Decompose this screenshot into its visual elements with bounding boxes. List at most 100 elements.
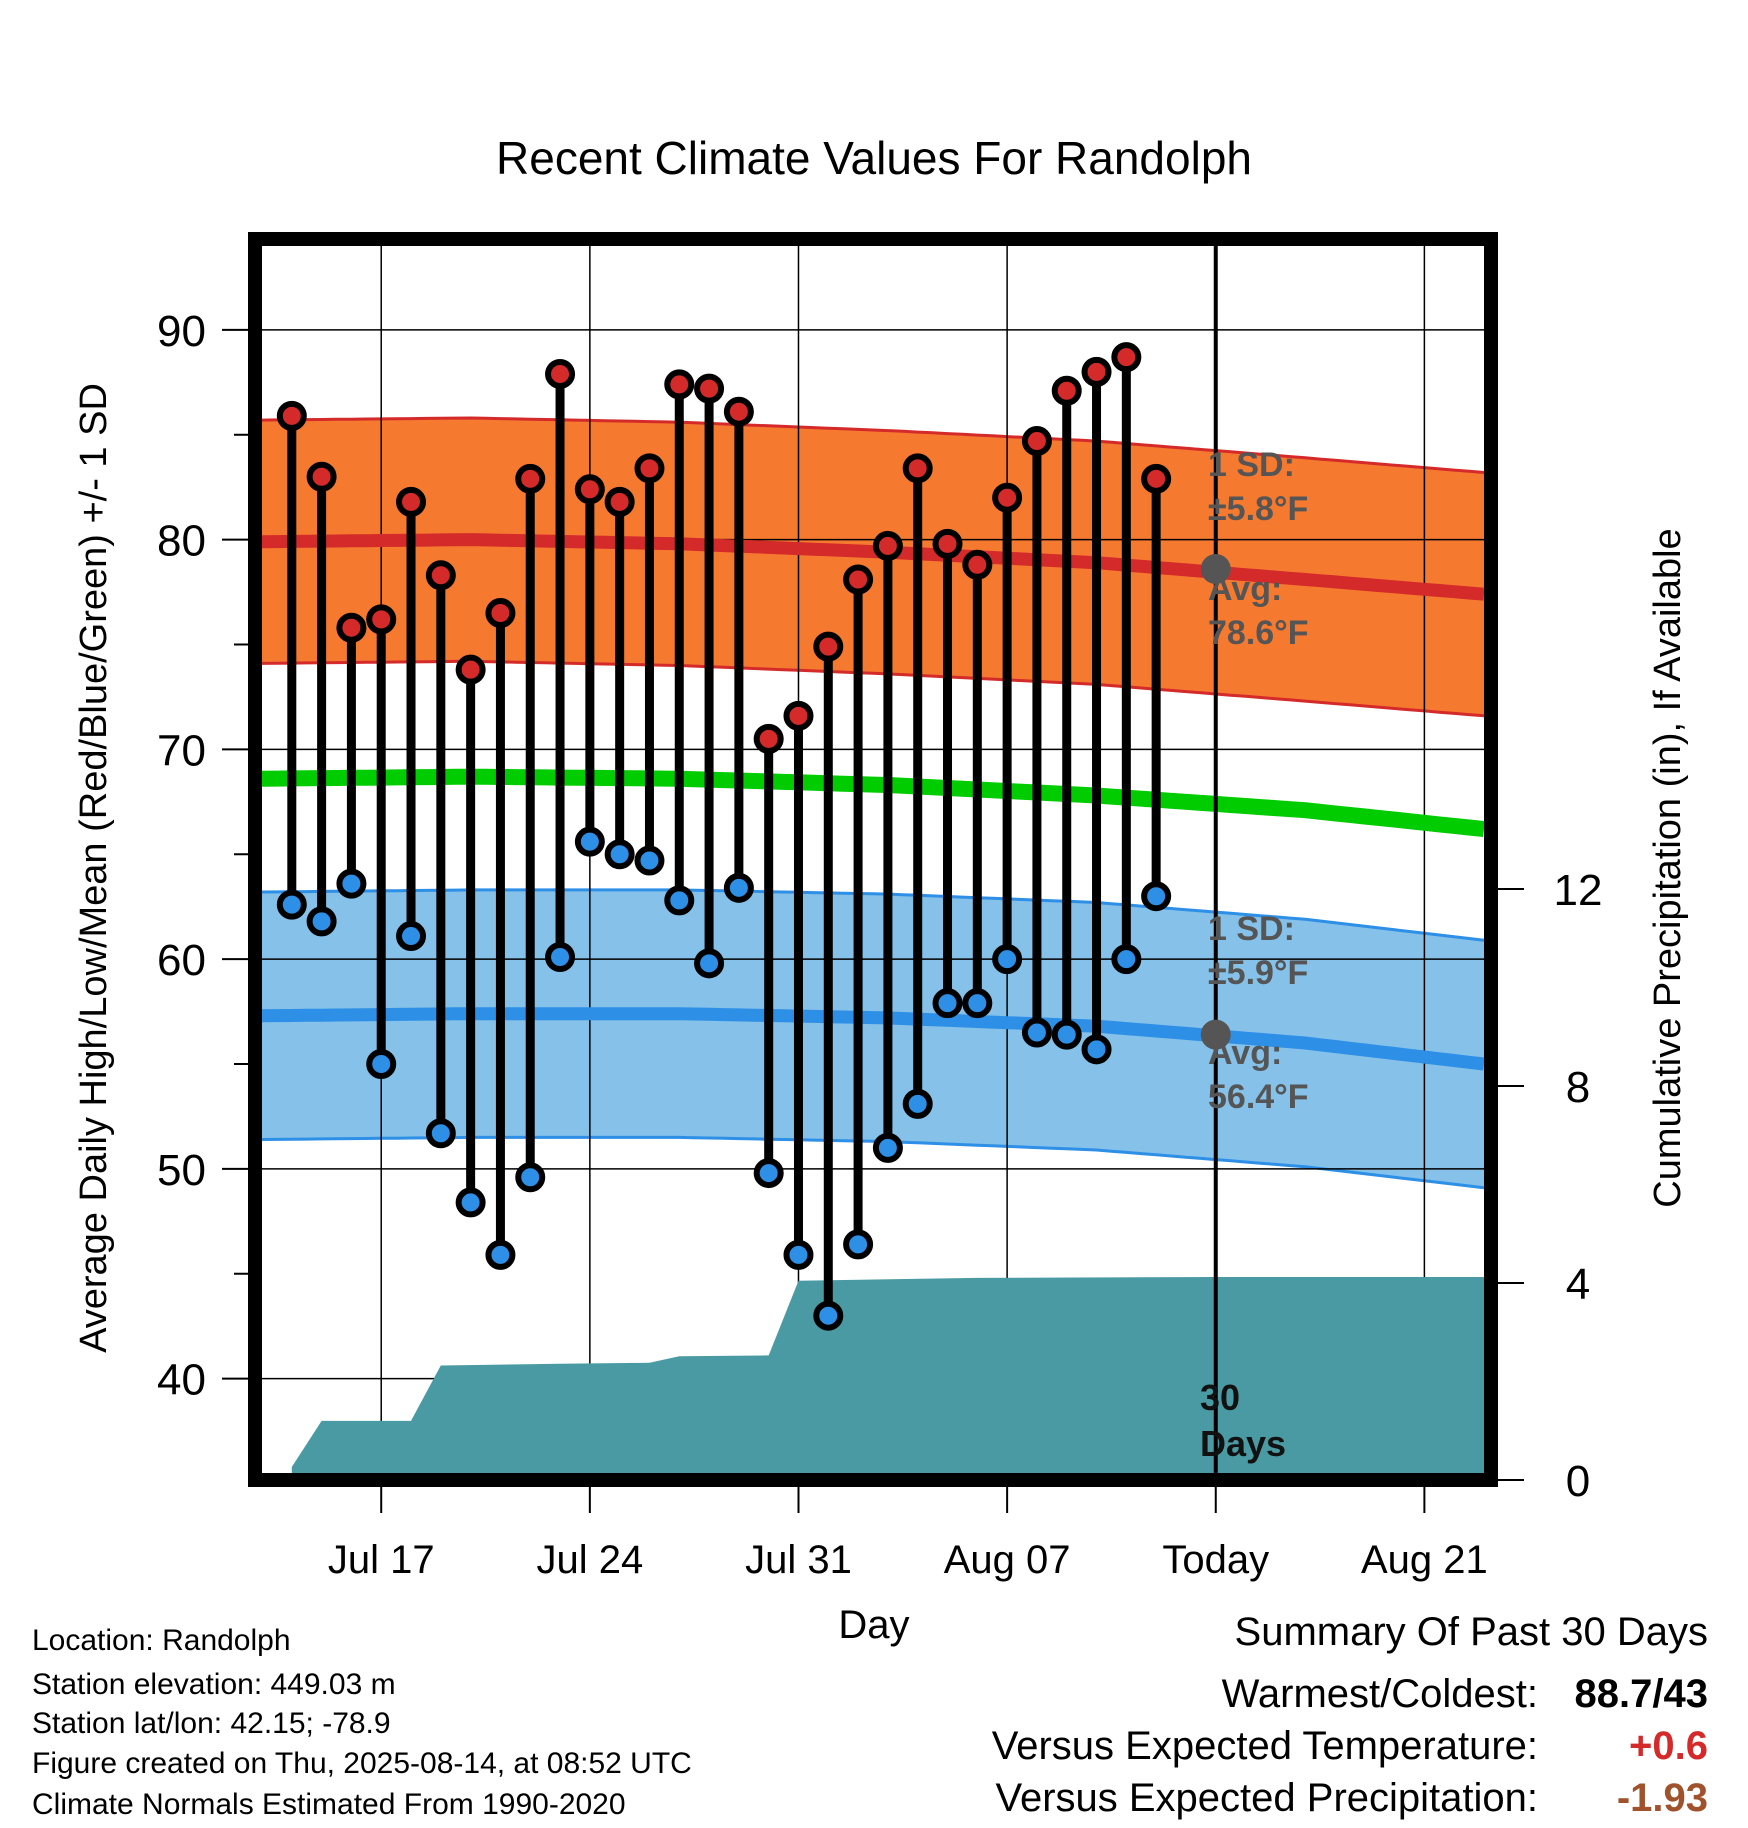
high-point <box>872 530 903 561</box>
info-created: Figure created on Thu, 2025-08-14, at 08… <box>32 1747 692 1780</box>
y-tick-label: 80 <box>157 517 206 566</box>
high-point <box>366 604 397 635</box>
summary-warm-cold: Warmest/Coldest: 88.7/43 <box>1222 1672 1708 1717</box>
warm-cold-value: 88.7/43 <box>1574 1672 1708 1716</box>
high-point <box>336 612 367 643</box>
low-point <box>1081 1034 1112 1065</box>
low-point <box>336 868 367 899</box>
x-tick-label: Aug 21 <box>1361 1538 1488 1582</box>
high-point <box>1081 356 1112 387</box>
normal-lines <box>261 533 1485 1071</box>
low-point <box>545 942 576 973</box>
high-point <box>843 564 874 595</box>
summary-title: Summary Of Past 30 Days <box>1234 1610 1708 1654</box>
temp-value: +0.6 <box>1629 1724 1708 1768</box>
low-sd-label: 1 SD: <box>1208 910 1295 948</box>
low-point <box>515 1162 546 1193</box>
high-point <box>723 396 754 427</box>
low-point <box>366 1049 397 1079</box>
low-point <box>455 1187 486 1218</box>
info-normals: Climate Normals Estimated From 1990-2020 <box>32 1788 626 1821</box>
y-tick-label: 70 <box>157 726 206 775</box>
high-point <box>813 631 844 662</box>
x-tick-label: Jul 24 <box>536 1538 643 1582</box>
info-latlon: Station lat/lon: 42.15; -78.9 <box>32 1707 391 1740</box>
high-avg-value: 78.6°F <box>1208 614 1309 652</box>
high-point <box>574 474 605 505</box>
high-point <box>753 723 784 754</box>
y2-axis-label: Cumulative Precipitation (in), If Availa… <box>1647 528 1689 1207</box>
y-axis-label: Average Daily High/Low/Mean (Red/Blue/Gr… <box>73 383 115 1353</box>
high-sd-value: ±5.8°F <box>1208 490 1308 528</box>
mean-avg-line <box>261 768 1485 838</box>
temp-label: Versus Expected Temperature: <box>991 1724 1538 1768</box>
low-point <box>932 988 963 1019</box>
chart-title: Recent Climate Values For Randolph <box>496 132 1252 184</box>
high-point <box>425 560 456 591</box>
low-point <box>872 1132 903 1163</box>
info-elevation: Station elevation: 449.03 m <box>32 1668 396 1701</box>
high-point <box>306 461 337 492</box>
low-point <box>694 948 725 979</box>
high-point <box>485 598 516 629</box>
high-point <box>1111 342 1142 373</box>
high-point <box>276 400 307 431</box>
high-point <box>664 369 695 400</box>
high-point <box>545 358 576 389</box>
low-point <box>634 845 665 876</box>
high-point <box>515 463 546 494</box>
daily-stems <box>287 357 1161 1316</box>
high-avg-line <box>261 533 1485 601</box>
high-point <box>992 482 1023 513</box>
low-point <box>962 988 993 1019</box>
low-point <box>1021 1017 1052 1048</box>
y-tick-label: 60 <box>157 936 206 985</box>
low-avg-line <box>261 1007 1485 1071</box>
low-point <box>664 885 695 916</box>
summary-temp: Versus Expected Temperature: +0.6 <box>992 1724 1708 1769</box>
low-point <box>425 1118 456 1149</box>
low-point <box>1051 1019 1082 1050</box>
daily-points <box>276 342 1172 1331</box>
cumulative-precip-area <box>291 1277 1484 1473</box>
low-point <box>396 921 427 952</box>
high-point <box>1021 426 1052 457</box>
info-location: Location: Randolph <box>32 1624 291 1657</box>
high-point <box>1141 463 1172 494</box>
high-point <box>634 453 665 484</box>
low-avg-label: Avg: <box>1208 1034 1282 1072</box>
low-avg-value: 56.4°F <box>1208 1078 1309 1116</box>
high-point <box>783 700 814 731</box>
low-point <box>902 1088 933 1119</box>
high-sd-band-upper-edge <box>261 416 1485 474</box>
low-point <box>843 1229 874 1260</box>
low-sd-value: ±5.9°F <box>1208 954 1308 992</box>
y-tick-label: 90 <box>157 307 206 356</box>
y2-tick-label: 12 <box>1554 866 1603 915</box>
high-avg-label: Avg: <box>1208 570 1282 608</box>
summary-precip: Versus Expected Precipitation: -1.93 <box>995 1776 1708 1821</box>
low-sd-band-upper-edge <box>261 888 1485 942</box>
high-point <box>396 486 427 517</box>
low-point <box>276 889 307 920</box>
low-point <box>485 1239 516 1270</box>
x-tick-label: Jul 31 <box>745 1538 852 1582</box>
y-tick-label: 50 <box>157 1146 206 1195</box>
y2-tick-label: 4 <box>1566 1260 1590 1309</box>
low-today-avg-marker <box>1200 1019 1231 1050</box>
x-tick-label: Today <box>1162 1538 1269 1582</box>
precip-label: Versus Expected Precipitation: <box>995 1776 1538 1820</box>
low-point <box>723 872 754 903</box>
y2-tick-label: 8 <box>1566 1063 1590 1112</box>
high-point <box>694 373 725 404</box>
low-point <box>306 906 337 937</box>
plot-border <box>248 232 1498 1487</box>
low-point <box>992 944 1023 975</box>
annotations: 1 SD: ±5.8°F Avg: 78.6°F 1 SD: ±5.9°F Avg: 56.4… <box>1200 246 1309 1473</box>
high-point <box>455 654 486 685</box>
precip-days-label-2: Days <box>1200 1423 1286 1464</box>
plot-frame <box>248 232 1498 1487</box>
axes: 40 50 60 70 80 90 0 4 8 12 Jul 17 Jul 24 Jul 31 Aug 0… <box>157 307 1602 1582</box>
high-sd-band <box>262 418 1484 716</box>
high-sd-label: 1 SD: <box>1208 446 1295 484</box>
